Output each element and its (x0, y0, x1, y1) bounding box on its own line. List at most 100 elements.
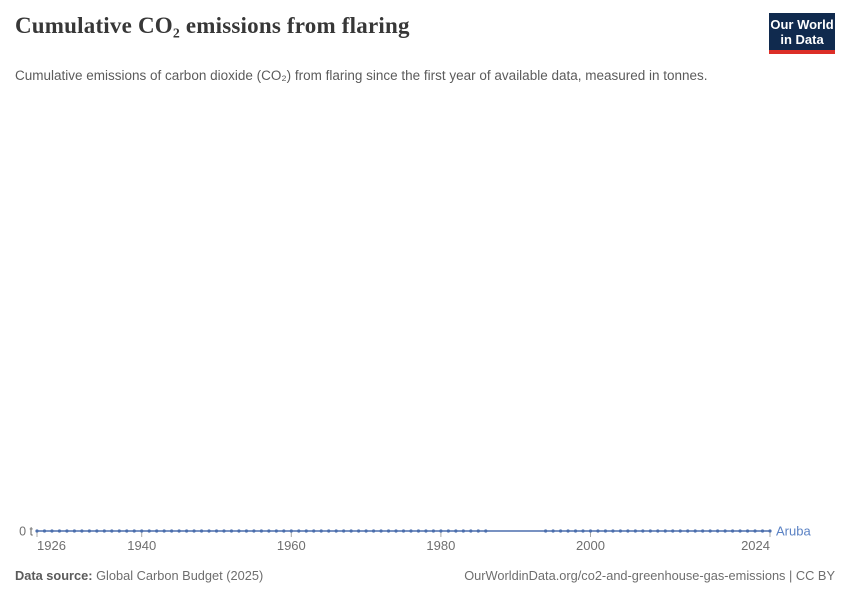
entity-label[interactable]: Aruba (776, 524, 811, 539)
data-point-marker (282, 529, 286, 533)
data-point-marker (237, 529, 241, 533)
data-point-marker (222, 529, 226, 533)
data-point-marker (267, 529, 271, 533)
data-point-marker (611, 529, 615, 533)
owid-logo-line2: in Data (780, 32, 824, 47)
owid-logo[interactable]: Our World in Data (769, 13, 835, 54)
data-point-marker (327, 529, 331, 533)
data-point-marker (319, 529, 323, 533)
data-point-marker (334, 529, 338, 533)
data-point-marker (35, 529, 39, 533)
data-point-marker (342, 529, 346, 533)
data-point-marker (723, 529, 727, 533)
data-point-marker (648, 529, 652, 533)
data-point-marker (641, 529, 645, 533)
data-point-marker (192, 529, 196, 533)
data-point-marker (357, 529, 361, 533)
data-point-marker (416, 529, 421, 533)
data-point-marker (768, 529, 772, 533)
data-point-marker (409, 529, 413, 533)
data-source: Data source: Global Carbon Budget (2025) (15, 568, 263, 583)
data-point-marker (551, 529, 555, 533)
data-point-marker (663, 529, 667, 533)
data-point-marker (214, 529, 219, 533)
data-point-marker (738, 529, 742, 533)
data-point-marker (476, 529, 480, 533)
data-point-marker (701, 529, 705, 533)
data-point-marker (626, 529, 630, 533)
data-point-marker (581, 529, 585, 533)
data-point-marker (386, 529, 391, 533)
data-point-marker (753, 529, 757, 533)
data-point-marker (596, 529, 600, 533)
data-point-marker (588, 529, 593, 533)
data-point-marker (364, 529, 368, 533)
data-point-marker (312, 529, 316, 533)
data-point-marker (65, 529, 69, 533)
data-point-marker (274, 529, 278, 533)
data-point-marker (379, 529, 383, 533)
data-point-marker (147, 529, 151, 533)
data-point-marker (50, 529, 54, 533)
data-point-marker (170, 529, 174, 533)
x-tick-label: 1926 (37, 538, 66, 553)
data-point-marker (304, 529, 308, 533)
x-tick-label: 1960 (277, 538, 306, 553)
data-point-marker (207, 529, 211, 533)
chart-canvas: 1926 1940 1960 1980 2000 2024 0 t Aruba (19, 524, 811, 554)
data-point-marker (349, 529, 353, 533)
data-point-marker (484, 529, 488, 533)
data-point-marker (199, 529, 204, 533)
data-point-marker (72, 529, 76, 533)
data-point-marker (439, 529, 443, 533)
data-point-marker (155, 529, 159, 533)
data-point-marker (401, 529, 406, 533)
data-point-marker (603, 529, 608, 533)
owid-logo-line1: Our World (770, 17, 834, 32)
data-source-value: Global Carbon Budget (2025) (92, 568, 264, 583)
data-point-marker (558, 529, 563, 533)
data-point-marker (573, 529, 578, 533)
data-point-marker (716, 529, 720, 533)
data-point-marker (566, 529, 570, 533)
x-tick-label: 1940 (127, 538, 156, 553)
data-point-marker (618, 529, 623, 533)
data-point-marker (252, 529, 256, 533)
y-axis-zero-label: 0 t (19, 525, 33, 539)
data-point-marker (656, 529, 660, 533)
data-point-marker (678, 529, 682, 533)
license-link[interactable]: OurWorldinData.org/co2-and-greenhouse-ga… (464, 568, 835, 583)
data-point-marker (132, 529, 136, 533)
data-point-marker (244, 529, 249, 533)
x-tick-label: 2000 (576, 538, 605, 553)
data-point-marker (371, 529, 376, 533)
data-point-marker (259, 529, 263, 533)
data-point-marker (461, 529, 465, 533)
data-point-marker (693, 529, 697, 533)
data-point-marker (42, 529, 47, 533)
data-point-marker (80, 529, 84, 533)
data-point-marker (431, 529, 436, 533)
data-point-marker (125, 529, 129, 533)
data-point-marker (297, 529, 301, 533)
data-point-marker (95, 529, 99, 533)
data-point-marker (633, 529, 637, 533)
x-tick-label: 2024 (741, 538, 770, 553)
data-point-marker (229, 529, 234, 533)
chart-title: Cumulative CO₂ emissions from flaring (15, 13, 410, 38)
data-point-marker (760, 529, 765, 533)
data-point-marker (454, 529, 458, 533)
data-point-marker (708, 529, 712, 533)
data-point-marker (102, 529, 106, 533)
data-source-label: Data source: (15, 568, 93, 583)
data-point-marker (57, 529, 62, 533)
data-point-marker (745, 529, 750, 533)
x-tick-label: 1980 (426, 538, 455, 553)
data-point-marker (394, 529, 398, 533)
data-point-marker (87, 529, 91, 533)
data-point-marker (469, 529, 473, 533)
data-point-marker (446, 529, 450, 533)
data-point-marker (140, 529, 144, 533)
data-point-marker (671, 529, 675, 533)
